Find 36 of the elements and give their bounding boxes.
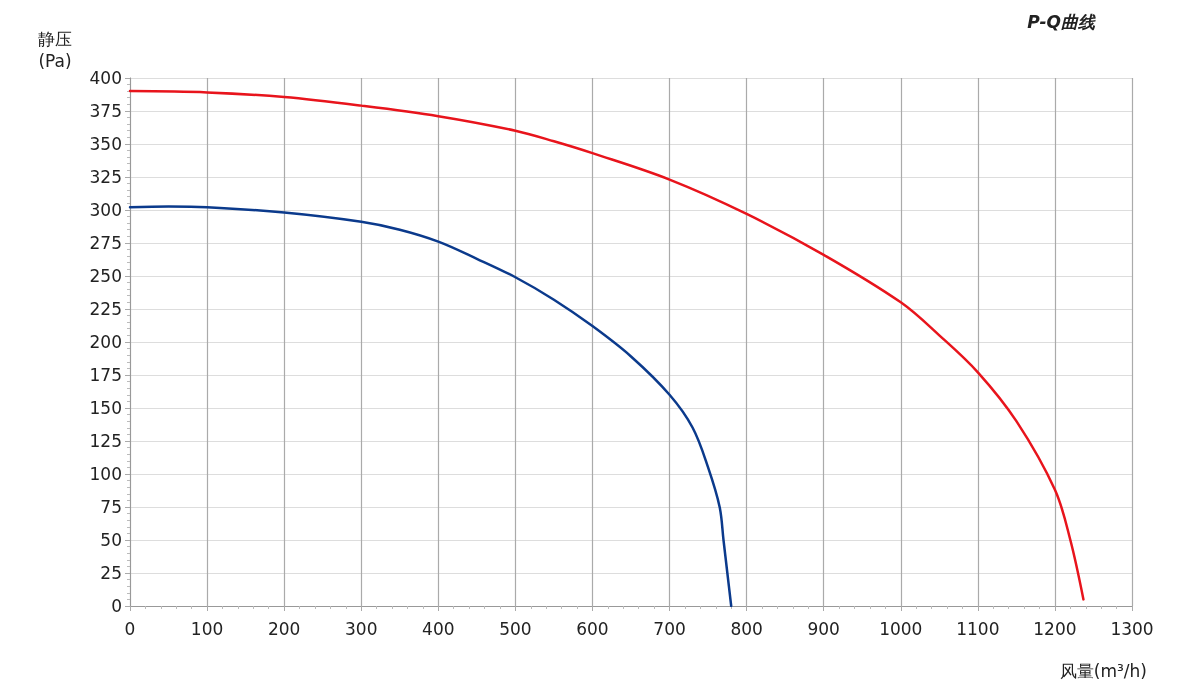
- x-tick-label: 100: [190, 618, 224, 639]
- y-axis-title: 静压(Pa): [38, 29, 72, 71]
- x-tick-label: 400: [422, 618, 455, 639]
- x-tick-label: 800: [730, 618, 763, 639]
- y-tick-label: 150: [89, 397, 122, 418]
- y-tick-label: 25: [100, 562, 122, 583]
- y-tick-label: 225: [89, 298, 122, 319]
- x-tick-label: 1200: [1033, 618, 1077, 639]
- x-tick-label: 600: [576, 618, 609, 639]
- x-tick-label: 700: [653, 618, 686, 639]
- y-tick-label: 400: [89, 67, 122, 88]
- x-tick-label: 1300: [1110, 618, 1154, 639]
- y-tick-label: 125: [89, 430, 122, 451]
- y-tick-label: 75: [100, 496, 122, 517]
- x-tick-label: 0: [124, 618, 136, 639]
- y-tick-label: 50: [100, 529, 122, 550]
- chart-title: P-Q曲线: [1027, 11, 1096, 32]
- line-series: [128, 89, 1085, 601]
- y-tick-label: 275: [89, 232, 122, 253]
- y-tick-label: 175: [89, 364, 122, 385]
- y-tick-label: 0: [111, 596, 122, 616]
- y-tick-label: 100: [89, 463, 122, 484]
- y-tick-label: 200: [89, 331, 122, 352]
- y-tick-label: 350: [89, 133, 122, 154]
- x-tick-label: 500: [499, 618, 532, 639]
- x-tick-label: 200: [267, 618, 301, 639]
- y-tick-label: 375: [89, 100, 122, 121]
- x-axis-title: 风量(m³/h): [1059, 660, 1148, 681]
- y-tick-label: 300: [89, 199, 122, 220]
- y-tick-label: 325: [89, 166, 122, 187]
- x-tick-label: 300: [345, 618, 378, 639]
- x-tick-label: 900: [807, 618, 840, 639]
- x-tick-label: 1100: [956, 618, 1000, 639]
- y-tick-label: 250: [89, 265, 122, 286]
- x-tick-label: 1000: [879, 618, 923, 639]
- line-series: [128, 205, 733, 608]
